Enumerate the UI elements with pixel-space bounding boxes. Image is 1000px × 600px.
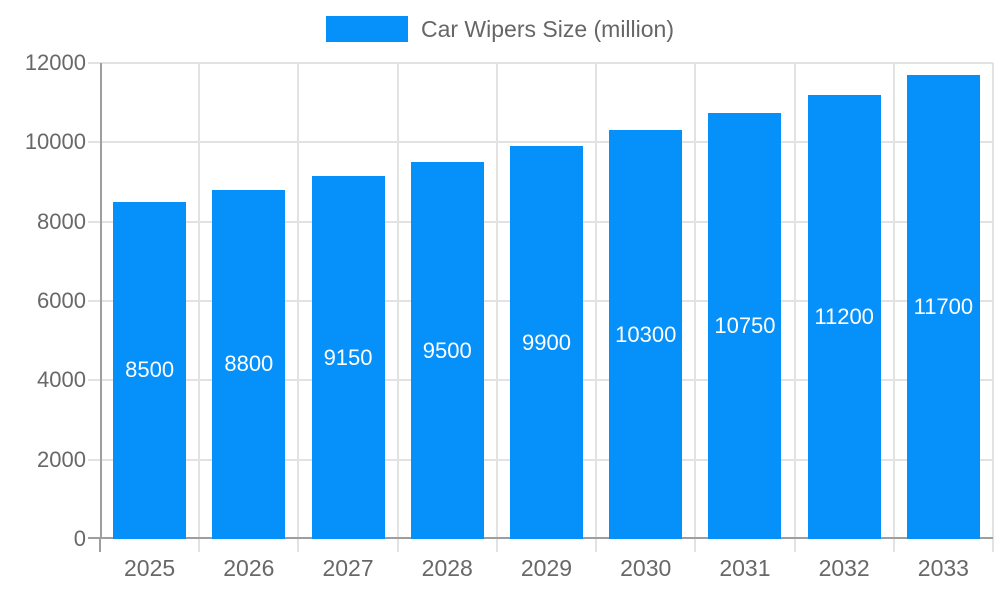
gridline-vertical: [495, 63, 498, 539]
bar[interactable]: 9500: [410, 162, 484, 539]
bar[interactable]: 10300: [609, 130, 683, 539]
y-axis-tick-label: 10000: [24, 129, 86, 155]
bar[interactable]: 8800: [212, 189, 286, 539]
x-axis-tick: [99, 539, 101, 552]
x-axis-category-label: 2033: [917, 555, 969, 581]
x-axis-category-label: 2028: [421, 555, 473, 581]
y-axis-tick-label: 8000: [37, 208, 86, 234]
x-axis-tick: [198, 539, 201, 552]
x-axis-tick: [793, 539, 796, 552]
x-axis-tick: [992, 539, 994, 552]
gridline-vertical: [297, 63, 300, 539]
bar-value-label: 10300: [615, 321, 677, 347]
x-axis-category-label: 2027: [322, 555, 374, 581]
gridline-vertical: [793, 63, 796, 539]
plot-area: 0 2000 4000 6000 8000 10000 12000 8500 2025 8800 2…: [25, 50, 994, 581]
legend-label: Car Wipers Size (million): [420, 16, 675, 42]
x-axis-tick: [892, 539, 895, 552]
gridline-horizontal: [88, 141, 993, 144]
bar-value-label: 8500: [125, 357, 175, 383]
bar-value-label: 11700: [913, 293, 974, 319]
y-axis-line: [100, 63, 102, 539]
gridline-vertical: [992, 63, 994, 539]
x-axis-category-label: 2032: [818, 555, 870, 581]
y-axis-tick-label: 0: [73, 526, 86, 551]
gridline-vertical: [595, 63, 598, 539]
y-axis-tick-label: 6000: [37, 288, 86, 313]
x-axis-tick: [495, 539, 498, 552]
legend-swatch-icon: [325, 16, 408, 42]
y-axis-tick-label: 2000: [37, 446, 86, 472]
gridline-vertical: [396, 63, 399, 539]
bar[interactable]: 8500: [113, 201, 187, 539]
bar-value-label: 9500: [422, 337, 472, 363]
y-axis-tick-label: 4000: [37, 367, 86, 393]
bar-value-label: 11200: [814, 303, 874, 329]
y-axis-tick-label: 12000: [24, 50, 86, 75]
x-axis-tick: [694, 539, 697, 552]
x-axis-tick: [396, 539, 399, 552]
x-axis-category-label: 2030: [620, 555, 672, 581]
x-axis-tick: [297, 539, 300, 552]
bar-value-label: 9150: [323, 344, 373, 370]
x-axis-category-label: 2031: [719, 555, 771, 581]
gridline-vertical: [694, 63, 697, 539]
x-axis-tick: [595, 539, 598, 552]
gridline-vertical: [892, 63, 895, 539]
bar-value-label: 9900: [522, 329, 571, 355]
bar-value-label: 10750: [714, 312, 776, 338]
gridline-vertical: [198, 63, 201, 539]
bar[interactable]: 10750: [708, 112, 782, 539]
bar[interactable]: 11200: [807, 94, 881, 539]
x-axis-category-label: 2026: [223, 555, 275, 581]
bar[interactable]: 9900: [510, 146, 583, 539]
bar[interactable]: 9150: [311, 176, 385, 539]
x-axis-category-label: 2025: [124, 555, 176, 581]
chart-legend[interactable]: Car Wipers Size (million): [0, 16, 1000, 42]
bar[interactable]: 11700: [906, 74, 980, 539]
bar-value-label: 8800: [224, 351, 274, 377]
gridline-horizontal: [88, 62, 993, 64]
x-axis-category-label: 2029: [520, 555, 573, 581]
